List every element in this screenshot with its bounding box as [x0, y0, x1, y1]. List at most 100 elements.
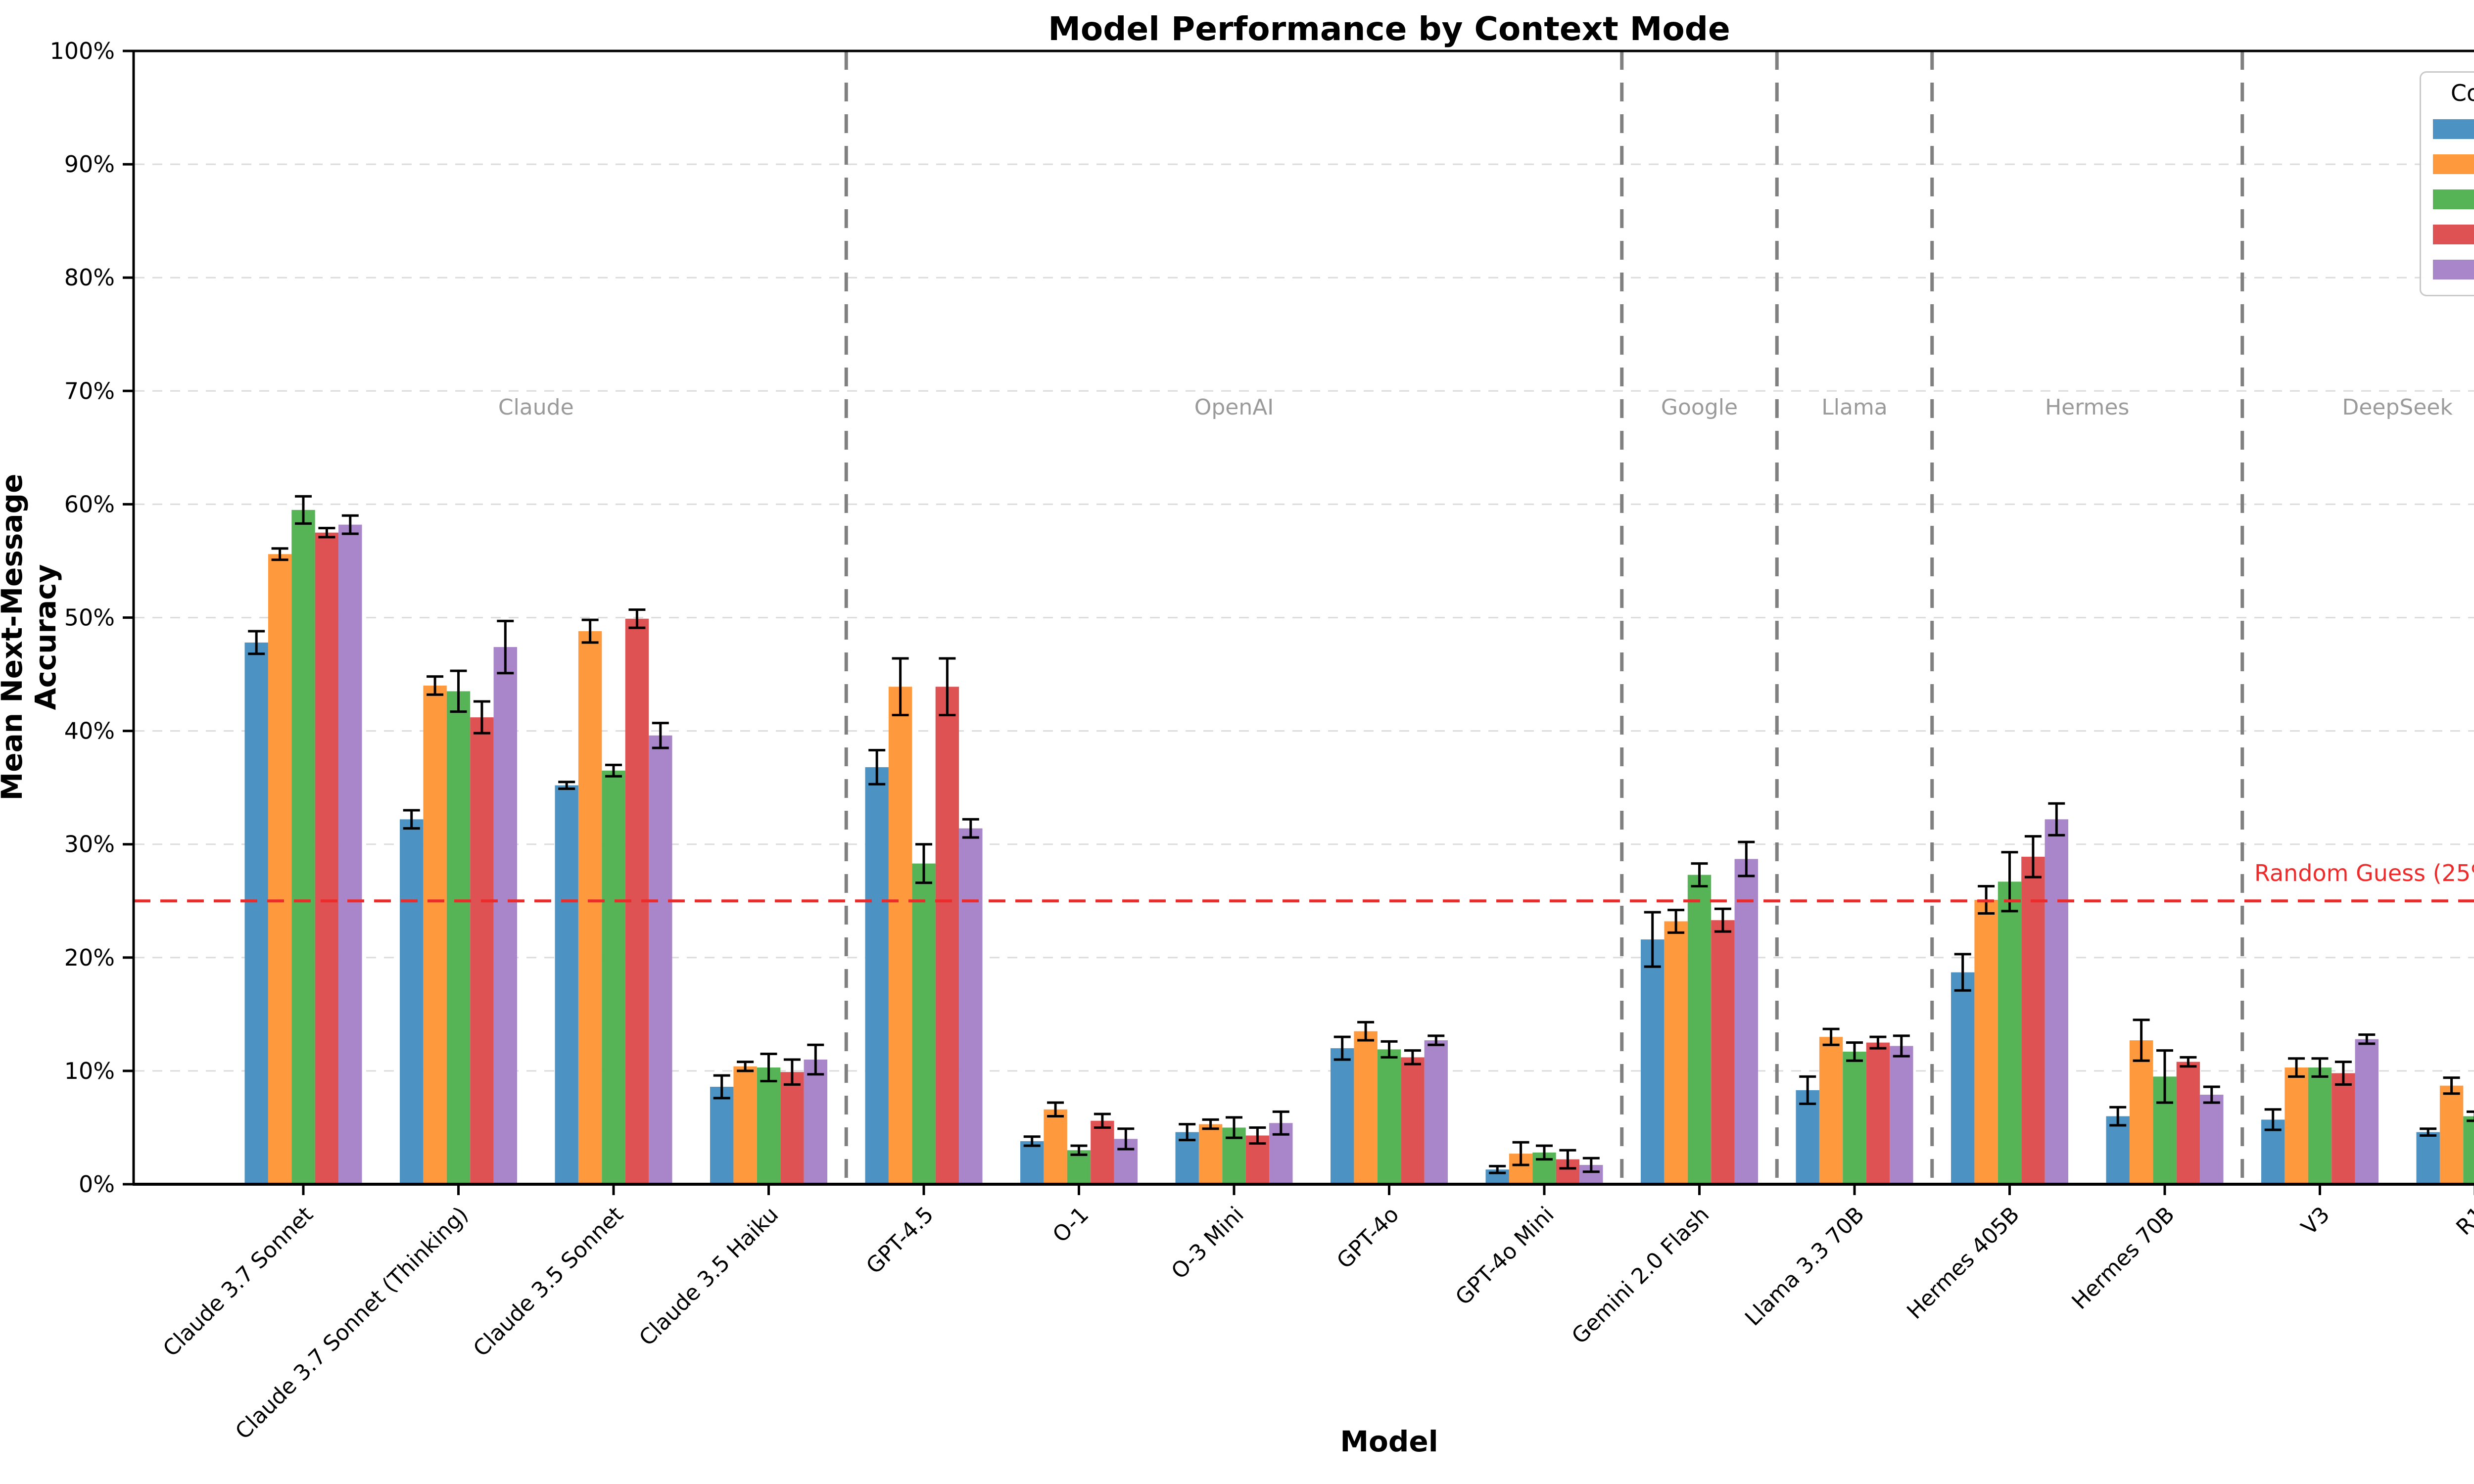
vendor-labels: Claude OpenAI Google Llama Hermes DeepSeek [498, 395, 2453, 420]
series-100-raw [315, 532, 2355, 1184]
vendor-label-llama: Llama [1821, 395, 1888, 420]
vendor-label-google: Google [1661, 395, 1738, 420]
y-axis-ticks: 0% 10% 20% 30% 40% 50% 60% 70% 80% 90% 100% [49, 38, 134, 1198]
bar-hermes-405b-100-raw [2021, 856, 2045, 1184]
series-50-summary [291, 510, 2474, 1184]
series-100-summary [338, 524, 2379, 1184]
legend-item: 50 Summary [2421, 182, 2474, 217]
bar-claude-3-5-haiku-no-context [710, 1086, 734, 1184]
bar-gpt-4-5-100-summary [959, 828, 983, 1184]
bar-claude-3-5-sonnet-100-summary [649, 735, 672, 1184]
legend-items: No Context50 Raw50 Summary100 Raw100 Sum… [2421, 111, 2474, 287]
bar-gpt-4-5-50-raw [888, 687, 912, 1184]
bar-gemini-2-0-flash-no-context [1641, 939, 1665, 1184]
x-tick-label: R1 [2451, 1202, 2474, 1240]
x-tick-label: Gemini 2.0 Flash [1567, 1202, 1714, 1349]
bar-hermes-405b-50-summary [1998, 881, 2022, 1184]
bar-claude-3-5-haiku-100-raw [780, 1072, 804, 1184]
bar-gpt-4o-50-summary [1377, 1049, 1401, 1184]
bar-gemini-2-0-flash-50-raw [1664, 921, 1688, 1184]
bar-hermes-70b-100-summary [2200, 1095, 2224, 1184]
vendor-label-openai: OpenAI [1194, 395, 1274, 420]
legend-item: No Context [2421, 111, 2474, 146]
x-tick-label: O-1 [1048, 1202, 1094, 1248]
bar-hermes-405b-50-raw [1974, 899, 1998, 1184]
series-50-raw [268, 554, 2464, 1184]
bar-llama-3-3-70b-50-raw [1819, 1037, 1843, 1184]
bar-o-3-mini-50-raw [1198, 1124, 1223, 1184]
chart-title: Model Performance by Context Mode [1048, 10, 1730, 48]
legend-swatch-icon [2433, 189, 2474, 209]
y-tick-label: 20% [64, 944, 115, 971]
bar-claude-3-5-sonnet-no-context [555, 785, 578, 1184]
bar-claude-3-7-sonnet-100-summary [338, 524, 362, 1184]
vendor-label-claude: Claude [498, 395, 574, 420]
x-tick-label: O-3 Mini [1167, 1202, 1249, 1284]
bar-gpt-4-5-100-raw [935, 687, 959, 1184]
error-bars [248, 495, 2474, 1174]
y-tick-label: 80% [64, 264, 115, 291]
bar-o-1-100-raw [1091, 1120, 1114, 1184]
x-tick-label: Claude 3.5 Sonnet [469, 1202, 628, 1362]
x-axis-title: Model [1340, 1425, 1438, 1458]
bar-gpt-4o-100-raw [1401, 1057, 1425, 1184]
bar-v3-50-raw [2284, 1067, 2308, 1184]
bar-gpt-4o-no-context [1331, 1048, 1354, 1184]
bar-claude-3-7-sonnet-thinking--100-summary [493, 647, 517, 1184]
x-tick-label: GPT-4o [1332, 1202, 1404, 1274]
y-tick-label: 0% [79, 1171, 115, 1198]
y-tick-label: 40% [64, 718, 115, 744]
legend-item: 100 Summary [2421, 252, 2474, 287]
bar-claude-3-7-sonnet-50-summary [291, 510, 315, 1184]
bar-gpt-4-5-50-summary [912, 863, 936, 1184]
bar-claude-3-5-haiku-50-raw [733, 1066, 757, 1184]
bar-claude-3-7-sonnet-thinking--50-summary [446, 691, 471, 1184]
bar-hermes-405b-no-context [1951, 972, 1975, 1184]
legend-swatch-icon [2433, 119, 2474, 139]
bar-hermes-70b-50-raw [2129, 1040, 2153, 1184]
y-tick-label: 90% [64, 151, 115, 178]
y-tick-label: 70% [64, 377, 115, 404]
bar-claude-3-5-sonnet-50-summary [602, 770, 625, 1184]
bar-llama-3-3-70b-50-summary [1843, 1051, 1866, 1184]
bar-r1-no-context [2416, 1132, 2440, 1184]
bar-claude-3-5-haiku-100-summary [804, 1059, 827, 1184]
bar-gpt-4o-100-summary [1424, 1040, 1448, 1184]
vendor-label-hermes: Hermes [2045, 395, 2129, 420]
series-no-context [244, 642, 2440, 1184]
y-tick-label: 10% [64, 1058, 115, 1084]
bar-gpt-4-5-no-context [865, 767, 889, 1184]
legend-swatch-icon [2433, 224, 2474, 244]
x-tick-label: GPT-4.5 [861, 1202, 939, 1279]
bar-llama-3-3-70b-100-summary [1890, 1046, 1913, 1184]
bar-claude-3-7-sonnet-100-raw [315, 532, 339, 1184]
legend-title: Context Mode [2450, 80, 2474, 106]
legend: Context Mode No Context50 Raw50 Summary1… [2420, 71, 2474, 296]
bar-claude-3-7-sonnet-thinking--100-raw [470, 717, 494, 1184]
legend-swatch-icon [2433, 154, 2474, 174]
bar-hermes-405b-100-summary [2045, 819, 2068, 1184]
bar-r1-50-summary [2463, 1116, 2474, 1184]
x-tick-label: V3 [2296, 1202, 2334, 1240]
bar-r1-50-raw [2439, 1085, 2464, 1184]
y-tick-label: 100% [49, 38, 115, 64]
bar-claude-3-7-sonnet-thinking--no-context [400, 819, 424, 1184]
bar-hermes-70b-no-context [2106, 1116, 2130, 1184]
vendor-label-deepseek: DeepSeek [2342, 395, 2453, 420]
bar-gemini-2-0-flash-100-raw [1711, 920, 1735, 1184]
legend-swatch-icon [2433, 259, 2474, 279]
bar-v3-100-summary [2355, 1039, 2379, 1184]
bar-hermes-70b-100-raw [2176, 1062, 2200, 1184]
bar-gemini-2-0-flash-50-summary [1687, 875, 1712, 1184]
x-tick-label: GPT-4o Mini [1451, 1202, 1559, 1310]
x-tick-label: Claude 3.5 Haiku [634, 1202, 783, 1351]
bar-claude-3-7-sonnet-thinking--50-raw [423, 685, 447, 1184]
bar-o-1-no-context [1020, 1141, 1044, 1184]
y-axis-title: Mean Next-Message Accuracy [0, 473, 62, 801]
bar-v3-50-summary [2308, 1067, 2332, 1184]
y-tick-label: 50% [64, 604, 115, 631]
x-tick-label: Hermes 405B [1902, 1202, 2024, 1324]
